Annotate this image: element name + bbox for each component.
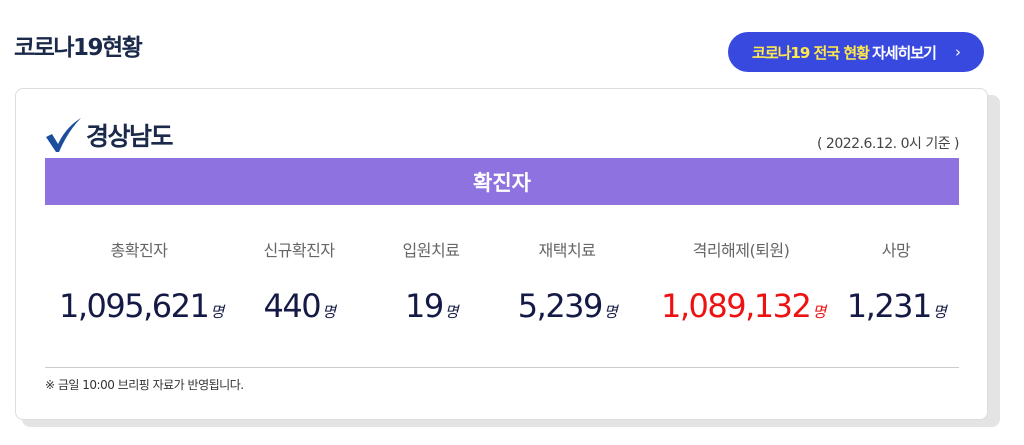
stat-label: 신규확진자 [263,241,335,260]
stat-value: 1,089,132 명 [661,287,826,325]
stat-label: 재택치료 [538,241,596,260]
stat-home-treatment: 재택치료 5,239 명 [487,237,647,325]
stat-label: 총확진자 [110,241,168,260]
button-text: 자세히보기 [871,43,937,62]
national-status-detail-button[interactable]: 코로나19 전국 현황 자세히보기 › [728,32,984,72]
button-highlight-text: 코로나19 전국 현황 [752,43,870,62]
stat-label: 사망 [881,241,911,260]
checkmark-icon [46,118,81,152]
footnote: ※ 금일 10:00 브리핑 자료가 반영됩니다. [45,378,244,392]
chevron-right-icon: › [954,43,961,61]
divider [45,367,959,368]
region-name: 경상남도 [86,122,174,151]
stat-value: 1,231 명 [846,287,947,325]
stat-hospitalized: 입원치료 19 명 [351,237,511,325]
stat-released: 격리해제(퇴원) 1,089,132 명 [661,237,826,325]
region-heading: 경상남도 [44,117,174,153]
stat-label: 격리해제(퇴원) [692,241,790,260]
stat-label: 입원치료 [402,241,460,260]
date-label: ( 2022.6.12. 0시 기준 ) [817,136,959,152]
stat-deaths: 사망 1,231 명 [816,237,976,325]
stat-value: 5,239 명 [517,287,618,325]
status-card: 경상남도 ( 2022.6.12. 0시 기준 ) 확진자 총확진자 1,095,… [15,88,988,420]
section-bar: 확진자 [45,158,959,205]
stat-value: 440 명 [263,287,336,325]
stat-total: 총확진자 1,095,621 명 [59,237,224,325]
stat-value: 1,095,621 명 [59,287,224,325]
page-title: 코로나19현황 [14,35,143,61]
stat-value: 19 명 [404,287,459,325]
stat-new: 신규확진자 440 명 [219,237,379,325]
